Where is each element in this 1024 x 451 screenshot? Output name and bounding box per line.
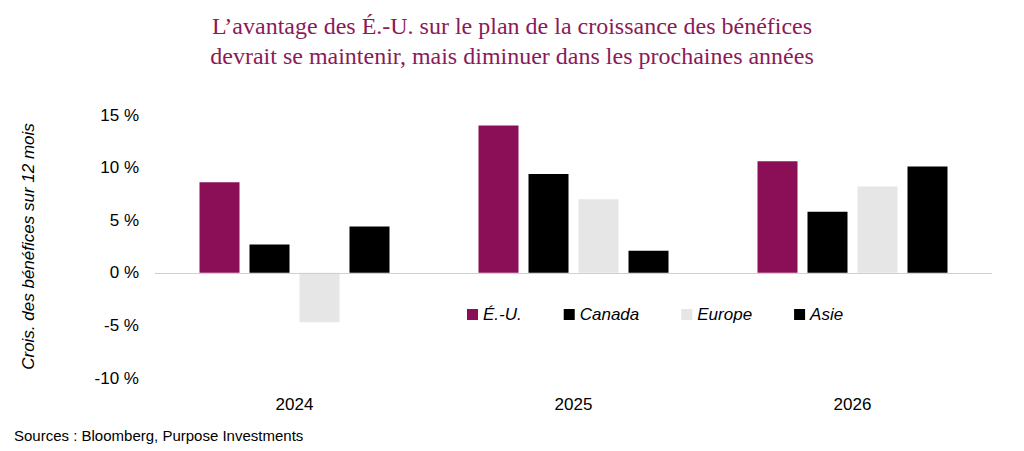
- svg-text:0 %: 0 %: [110, 263, 139, 282]
- svg-text:2026: 2026: [834, 395, 872, 414]
- svg-text:Crois. des bénéfices sur 12 mo: Crois. des bénéfices sur 12 mois: [19, 123, 38, 370]
- svg-text:2024: 2024: [276, 395, 314, 414]
- svg-text:5 %: 5 %: [110, 211, 139, 230]
- svg-text:-5 %: -5 %: [104, 316, 139, 335]
- svg-text:devrait se maintenir, mais dim: devrait se maintenir, mais diminuer dans…: [210, 43, 814, 69]
- svg-text:É.-U.: É.-U.: [483, 305, 522, 324]
- svg-text:Canada: Canada: [580, 305, 640, 324]
- svg-text:Asie: Asie: [809, 305, 843, 324]
- svg-text:Sources : Bloomberg, Purpose I: Sources : Bloomberg, Purpose Investments: [14, 427, 303, 444]
- svg-text:L’avantage des É.-U. sur le pl: L’avantage des É.-U. sur le plan de la c…: [212, 13, 812, 39]
- svg-text:15 %: 15 %: [100, 106, 139, 125]
- svg-text:2025: 2025: [555, 395, 593, 414]
- svg-text:-10 %: -10 %: [95, 369, 139, 388]
- svg-text:Europe: Europe: [697, 305, 752, 324]
- svg-text:10 %: 10 %: [100, 158, 139, 177]
